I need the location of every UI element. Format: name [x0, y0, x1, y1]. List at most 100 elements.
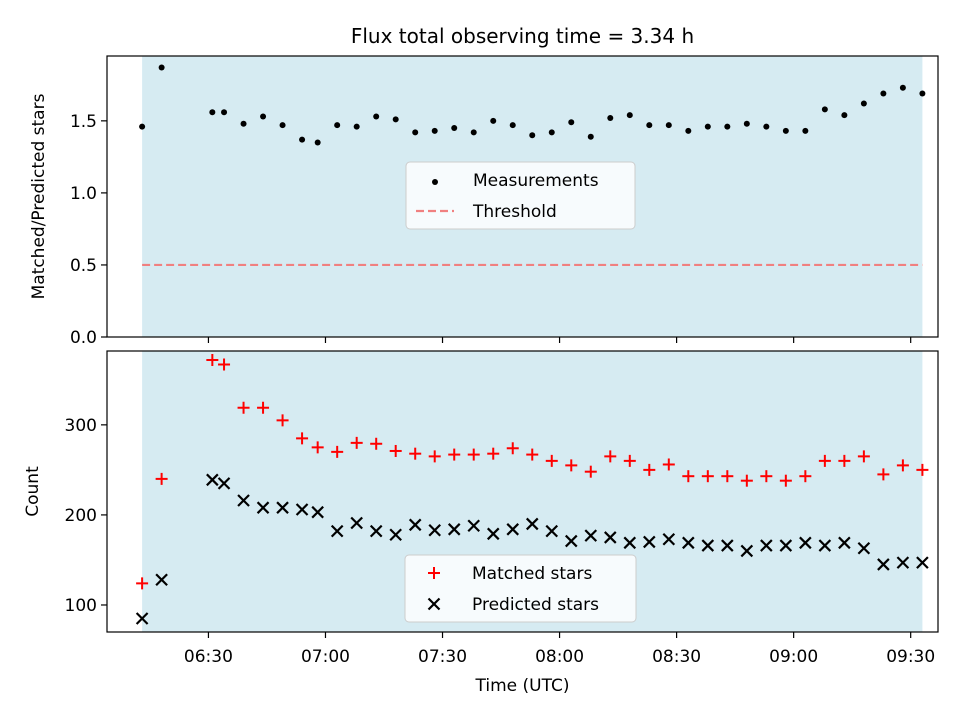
data-point: [685, 127, 692, 134]
data-point: [506, 442, 519, 455]
x-tick-label: 08:30: [652, 647, 701, 667]
x-tick-label: 09:30: [886, 647, 935, 667]
legend-marker: [428, 567, 440, 579]
data-point: [218, 358, 231, 371]
data-point: [779, 539, 793, 552]
data-point: [877, 558, 890, 571]
legend-box: [405, 161, 636, 230]
data-point: [526, 448, 539, 461]
series-1: [135, 473, 929, 625]
data-point: [662, 532, 676, 546]
data-point: [257, 401, 270, 414]
data-point: [626, 112, 633, 119]
data-point: [428, 450, 441, 463]
data-point: [896, 556, 910, 569]
x-tick-label: 06:30: [184, 647, 233, 667]
data-point: [646, 122, 653, 129]
data-point: [353, 123, 360, 130]
data-point: [350, 436, 363, 449]
x-axis-label: Time (UTC): [475, 676, 570, 696]
x-tick-label: 07:30: [418, 647, 467, 667]
legend: Matched stars Predicted stars: [404, 554, 637, 623]
data-point: [412, 129, 419, 136]
data-point: [369, 524, 383, 538]
data-point: [916, 556, 929, 569]
data-point: [350, 516, 363, 530]
data-point: [299, 136, 306, 143]
legend-marker: [427, 597, 441, 611]
data-point: [604, 450, 617, 463]
data-point: [760, 470, 773, 483]
data-point: [545, 524, 559, 538]
data-point: [724, 123, 731, 130]
data-point: [782, 127, 789, 134]
y-tick-label: 0.5: [70, 256, 97, 276]
y-tick-label: 100: [65, 596, 97, 616]
legend-marker: [432, 179, 438, 185]
data-point: [623, 536, 637, 550]
data-point: [568, 119, 575, 126]
data-point: [139, 123, 146, 130]
data-point: [240, 120, 247, 127]
data-point: [838, 454, 851, 467]
data-point: [818, 454, 831, 467]
data-point: [564, 534, 578, 548]
data-point: [409, 447, 422, 460]
data-point: [821, 106, 828, 113]
y-tick-label: 200: [65, 506, 97, 526]
data-point: [662, 458, 675, 471]
y-tick-label: 1.5: [70, 112, 97, 132]
data-point: [509, 122, 516, 129]
data-point: [135, 612, 149, 625]
data-point: [623, 454, 636, 467]
data-point: [451, 125, 458, 132]
data-point: [487, 447, 500, 460]
data-point: [721, 470, 734, 483]
data-point: [548, 129, 555, 136]
data-point: [838, 536, 851, 550]
data-point: [841, 112, 848, 119]
data-point: [584, 465, 597, 478]
legend-label: Threshold: [472, 202, 557, 222]
data-point: [431, 127, 438, 134]
data-point: [701, 470, 714, 483]
data-point: [314, 139, 321, 146]
data-point: [490, 117, 497, 124]
data-point: [916, 463, 929, 476]
data-point: [373, 113, 380, 120]
data-point: [467, 519, 481, 533]
data-point: [740, 544, 754, 558]
data-point: [857, 450, 870, 463]
data-point: [467, 448, 480, 461]
data-point: [295, 503, 309, 516]
y-tick-label: 1.0: [70, 184, 97, 204]
data-point: [256, 501, 270, 514]
data-point: [217, 477, 231, 490]
data-point: [877, 468, 890, 481]
data-point: [779, 474, 792, 487]
data-point: [743, 120, 750, 127]
y-tick-label: 0.0: [70, 328, 97, 348]
data-point: [919, 90, 926, 97]
data-point: [334, 122, 341, 129]
data-point: [584, 529, 598, 542]
data-point: [370, 437, 383, 450]
data-point: [740, 474, 753, 487]
data-point: [525, 517, 539, 531]
data-point: [799, 470, 812, 483]
data-point: [545, 454, 558, 467]
data-point: [721, 539, 734, 552]
data-point: [296, 432, 309, 445]
data-point: [311, 441, 324, 454]
data-point: [704, 123, 711, 130]
data-point: [682, 470, 695, 483]
data-point: [643, 463, 656, 476]
data-point: [447, 523, 461, 536]
bottom-panel: 100 200 300 06:30 07:00 07:30 08:00 08:30 09:00 0…: [23, 350, 939, 696]
data-point: [136, 577, 149, 590]
data-point: [529, 132, 536, 139]
y-axis-label: Count: [23, 466, 43, 517]
data-point: [665, 122, 672, 129]
data-point: [643, 535, 656, 549]
